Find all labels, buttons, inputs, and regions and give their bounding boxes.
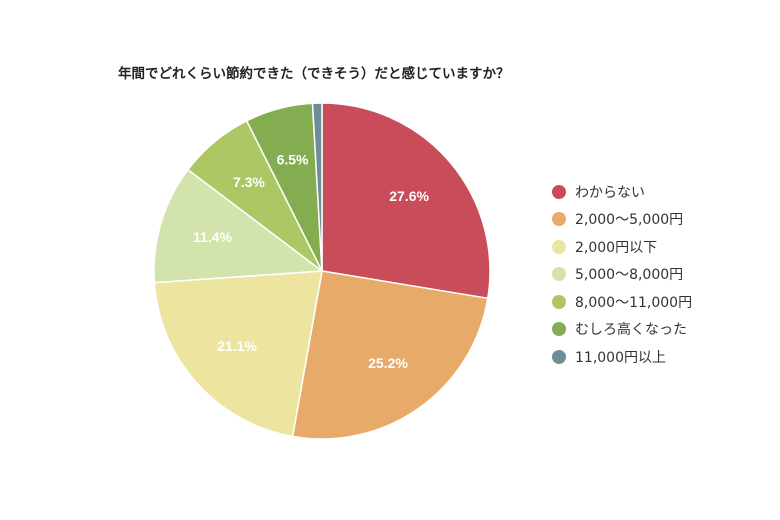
legend-item: 2,000〜5,000円: [552, 206, 692, 234]
slice-value-label: 27.6%: [389, 188, 429, 204]
legend-item: 5,000〜8,000円: [552, 261, 692, 289]
legend-swatch: [552, 349, 566, 364]
slice-value-label: 11.4%: [193, 229, 232, 245]
legend-label: 5,000〜8,000円: [575, 267, 684, 284]
legend-swatch: [552, 212, 566, 227]
pie-slice: [291, 270, 489, 440]
slice-value-label: 21.1%: [217, 338, 257, 354]
legend-swatch: [552, 239, 566, 254]
legend-swatch: [552, 294, 566, 309]
legend-item: 2,000円以下: [552, 233, 692, 261]
slice-labels: 27.6% 25.2% 21.1% 11.4% 7.3% 6.5%: [193, 151, 429, 371]
pie-slice: [321, 102, 491, 300]
legend-item: 11,000円以上: [552, 343, 692, 371]
legend-label: むしろ高くなった: [575, 322, 687, 339]
slice-value-label: 6.5%: [277, 151, 309, 167]
legend-label: 11,000円以上: [575, 349, 666, 366]
legend-label: 8,000〜11,000円: [575, 294, 693, 311]
slice-value-label: 25.2%: [368, 355, 408, 371]
slice-value-label: 7.3%: [233, 174, 265, 190]
pie-slice: [311, 102, 323, 272]
legend-swatch: [552, 267, 566, 282]
legend-item: 8,000〜11,000円: [552, 288, 692, 316]
legend-label: わからない: [575, 184, 645, 201]
legend-swatch: [552, 322, 566, 337]
pie-slice: [153, 270, 323, 438]
legend-label: 2,000〜5,000円: [575, 212, 684, 229]
chart-legend: わからない 2,000〜5,000円 2,000円以下 5,000〜8,000円 8,0…: [552, 178, 692, 371]
pie-slice: [153, 168, 325, 284]
legend-label: 2,000円以下: [575, 239, 658, 256]
legend-item: むしろ高くなった: [552, 316, 692, 344]
legend-swatch: [552, 184, 566, 199]
legend-item: わからない: [552, 178, 692, 206]
chart-title: 年間でどれくらい節約できた（できそう）だと感じていますか？: [118, 66, 510, 82]
